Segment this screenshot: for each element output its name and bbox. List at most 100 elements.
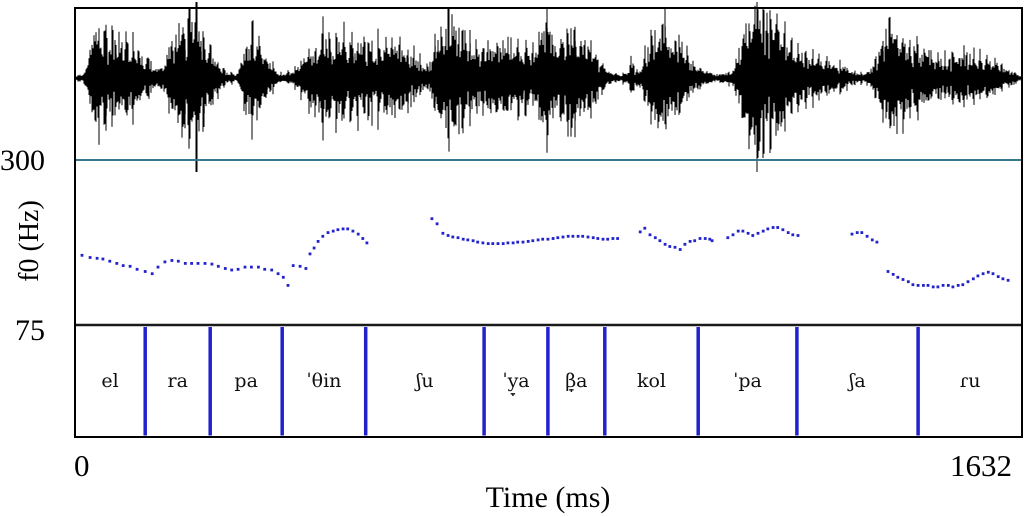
pitch-dot [786,231,790,234]
pitch-dot [281,275,285,279]
pitch-dot [606,237,610,241]
pitch-dot [291,264,295,267]
pitch-dot [461,237,465,241]
pitch-dot [688,240,692,243]
pitch-dot [746,231,750,235]
pitch-dot [156,265,160,269]
pitch-dot [308,252,312,256]
pitch-dot [731,233,735,237]
pitch-dot [638,230,642,234]
pitch-dot [911,283,915,287]
pitch-dot [946,284,950,287]
pitch-dot [736,229,740,233]
segment-label: ˈy̞a [502,370,530,392]
pitch-dot [616,237,619,240]
pitch-dot [751,234,755,237]
pitch-dot [516,240,520,244]
pitch-dot [541,237,545,241]
pitch-dot [693,239,697,243]
pitch-dot [961,283,965,287]
pitch-dot [521,240,525,244]
pitch-dot [855,231,859,234]
pitch-dot [286,284,290,287]
pitch-dot [486,242,490,245]
pitch-dot [956,284,960,287]
pitch-dot [326,231,330,234]
pitch-dot [891,273,895,276]
pitch-dot [551,237,555,240]
pitch-dot [210,262,214,266]
pitch-dot [298,264,302,268]
pitch-dot [611,237,615,240]
pitch-dot [901,278,905,281]
segment-label: ʃa [849,370,866,392]
pitch-dot [223,267,227,270]
pitch-dot [571,234,575,238]
pitch-dot [163,260,167,264]
pitch-dot [601,237,605,241]
pitch-dot [331,229,335,233]
y-tick-75: 75 [15,314,45,347]
pitch-dot [356,232,360,236]
pitch-dot [257,265,260,269]
pitch-dot [121,264,125,267]
pitch-dot [648,233,652,237]
pitch-dot [875,240,879,244]
segment-label: ʃu [416,370,434,392]
pitch-dot [951,285,955,289]
pitch-dot [341,227,345,231]
pitch-dot [230,268,234,272]
pitch-dot [481,241,485,245]
pitch-dot [796,234,800,237]
pitch-dot [761,229,765,233]
pitch-dot [365,241,369,245]
pitch-dot [170,259,174,262]
pitch-dot [496,242,500,245]
pitch-dot [566,234,570,238]
pitch-dot [250,265,253,269]
pitch-dot [586,235,590,239]
pitch-dot [710,239,714,243]
pitch-dot [1001,277,1005,281]
pitch-dot [576,234,580,238]
pitch-dot [506,241,510,245]
pitch-dot [766,227,770,231]
segment-label: β̞a [565,370,588,392]
pitch-dot [886,270,890,273]
y-axis-label: f0 (Hz) [14,200,45,282]
pitch-dot [663,242,667,246]
pitch-dot [316,240,320,243]
segment-label: ɾu [959,370,981,392]
pitch-dot [446,234,450,237]
pitch-dot [726,236,730,240]
pitch-dot [643,226,647,230]
pitch-dot [101,257,105,261]
pitch-dot [312,246,316,250]
pitch-dot [80,253,84,257]
pitch-dot [346,227,350,231]
plot-frame [74,7,1023,438]
pitch-dot [741,229,745,233]
pitch-dot [304,267,308,270]
pitch-dot [336,228,340,232]
pitch-dot [361,237,365,240]
pitch-dot [865,234,869,238]
pitch-dot [441,231,445,235]
segment-label: ra [167,370,188,392]
pitch-dot [703,237,707,240]
segment-label: ˈθin [306,370,342,392]
pitch-dot [108,259,112,263]
pitch-dot [771,226,775,229]
pitch-dot [658,239,662,243]
pitch-dot [88,256,92,259]
pitch-dot [791,233,795,237]
pitch-dot [850,232,854,236]
x-tick-1632: 1632 [950,448,1012,483]
pitch-dot [922,284,925,287]
pitch-dot [276,272,280,276]
segment-label: el [101,370,119,392]
x-axis-label: Time (ms) [485,481,611,514]
pitch-dot [526,240,530,243]
pitch-dot [941,284,945,287]
